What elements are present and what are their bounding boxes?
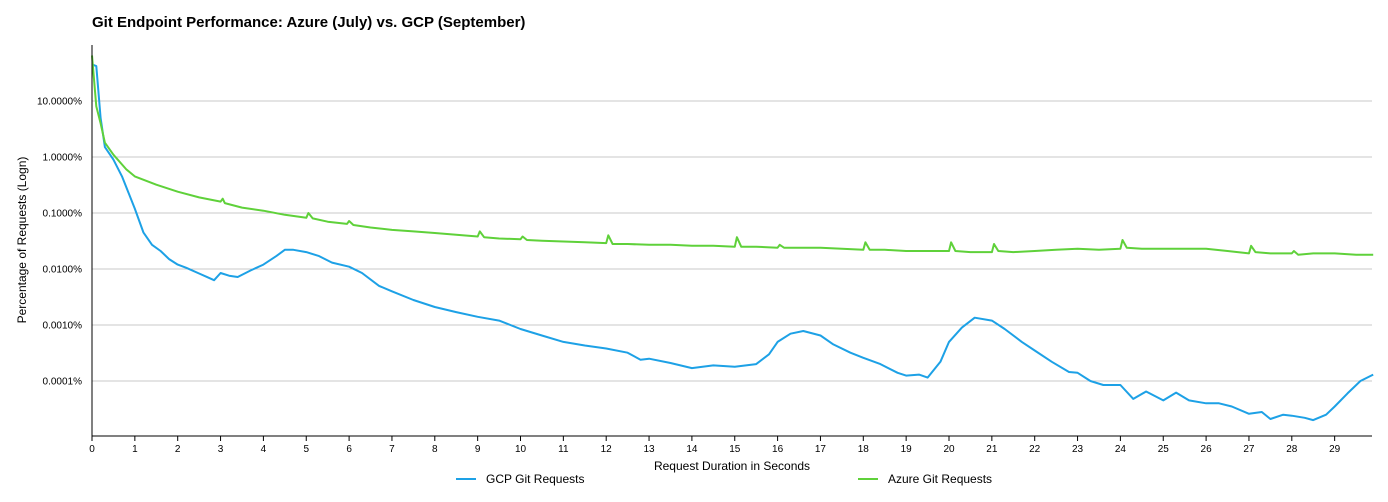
- x-tick-label: 20: [943, 444, 955, 455]
- x-tick-label: 25: [1158, 444, 1170, 455]
- x-tick-label: 0: [89, 444, 95, 455]
- x-tick-label: 22: [1029, 444, 1041, 455]
- x-tick-label: 14: [686, 444, 698, 455]
- legend-item-gcp: GCP Git Requests: [456, 472, 584, 486]
- series-line-azure: [91, 55, 1374, 256]
- x-tick-label: 16: [772, 444, 784, 455]
- x-tick-label: 18: [858, 444, 870, 455]
- gridlines: [92, 100, 1372, 382]
- x-tick-label: 15: [729, 444, 741, 455]
- series-line-gcp: [91, 63, 1374, 422]
- y-tick-label: 10.0000%: [37, 97, 82, 108]
- x-tick-label: 7: [389, 444, 395, 455]
- x-tick-label: 5: [303, 444, 309, 455]
- x-tick-label: 24: [1115, 444, 1127, 455]
- y-axis-ticks: 10.0000% 1.0000% 0.1000% 0.0100% 0.0010% 0.00…: [37, 97, 82, 388]
- x-tick-label: 10: [515, 444, 527, 455]
- x-tick-label: 26: [1201, 444, 1213, 455]
- y-tick-label: 0.0100%: [43, 265, 83, 276]
- legend-label-gcp: GCP Git Requests: [486, 472, 585, 486]
- y-tick-label: 0.0001%: [43, 377, 83, 388]
- x-tick-label: 23: [1072, 444, 1084, 455]
- x-tick-label: 27: [1243, 444, 1255, 455]
- x-tick-label: 4: [261, 444, 267, 455]
- x-tick-label: 28: [1286, 444, 1298, 455]
- x-tick-label: 3: [218, 444, 224, 455]
- x-tick-label: 29: [1329, 444, 1341, 455]
- legend-label-azure: Azure Git Requests: [888, 472, 993, 486]
- x-tick-label: 12: [601, 444, 613, 455]
- x-tick-label: 1: [132, 444, 138, 455]
- x-tick-label: 17: [815, 444, 827, 455]
- x-tick-label: 21: [986, 444, 998, 455]
- legend-swatch-gcp: [456, 478, 476, 480]
- x-axis-title: Request Duration in Seconds: [654, 459, 810, 473]
- y-tick-label: 0.1000%: [43, 209, 83, 220]
- series-lines: [91, 55, 1374, 422]
- x-tick-label: 19: [901, 444, 913, 455]
- chart-title: Git Endpoint Performance: Azure (July) v…: [92, 14, 526, 31]
- legend-item-azure: Azure Git Requests: [858, 472, 992, 486]
- x-tick-label: 6: [346, 444, 352, 455]
- x-tick-label: 8: [432, 444, 438, 455]
- x-tick-label: 9: [475, 444, 481, 455]
- axes: [91, 45, 1372, 437]
- x-axis-ticks: 0 1 2 3 4 5 6 7 8 9 10 11 12 13 14 15 16 17 18 19 20 21 22 23 24…: [89, 436, 1341, 455]
- x-tick-label: 11: [558, 444, 569, 455]
- legend-swatch-azure: [858, 478, 878, 480]
- y-tick-label: 1.0000%: [43, 153, 83, 164]
- x-tick-label: 13: [643, 444, 655, 455]
- x-tick-label: 2: [175, 444, 181, 455]
- y-axis-title: Percentage of Requests (Logn): [15, 157, 29, 324]
- y-tick-label: 0.0010%: [43, 321, 83, 332]
